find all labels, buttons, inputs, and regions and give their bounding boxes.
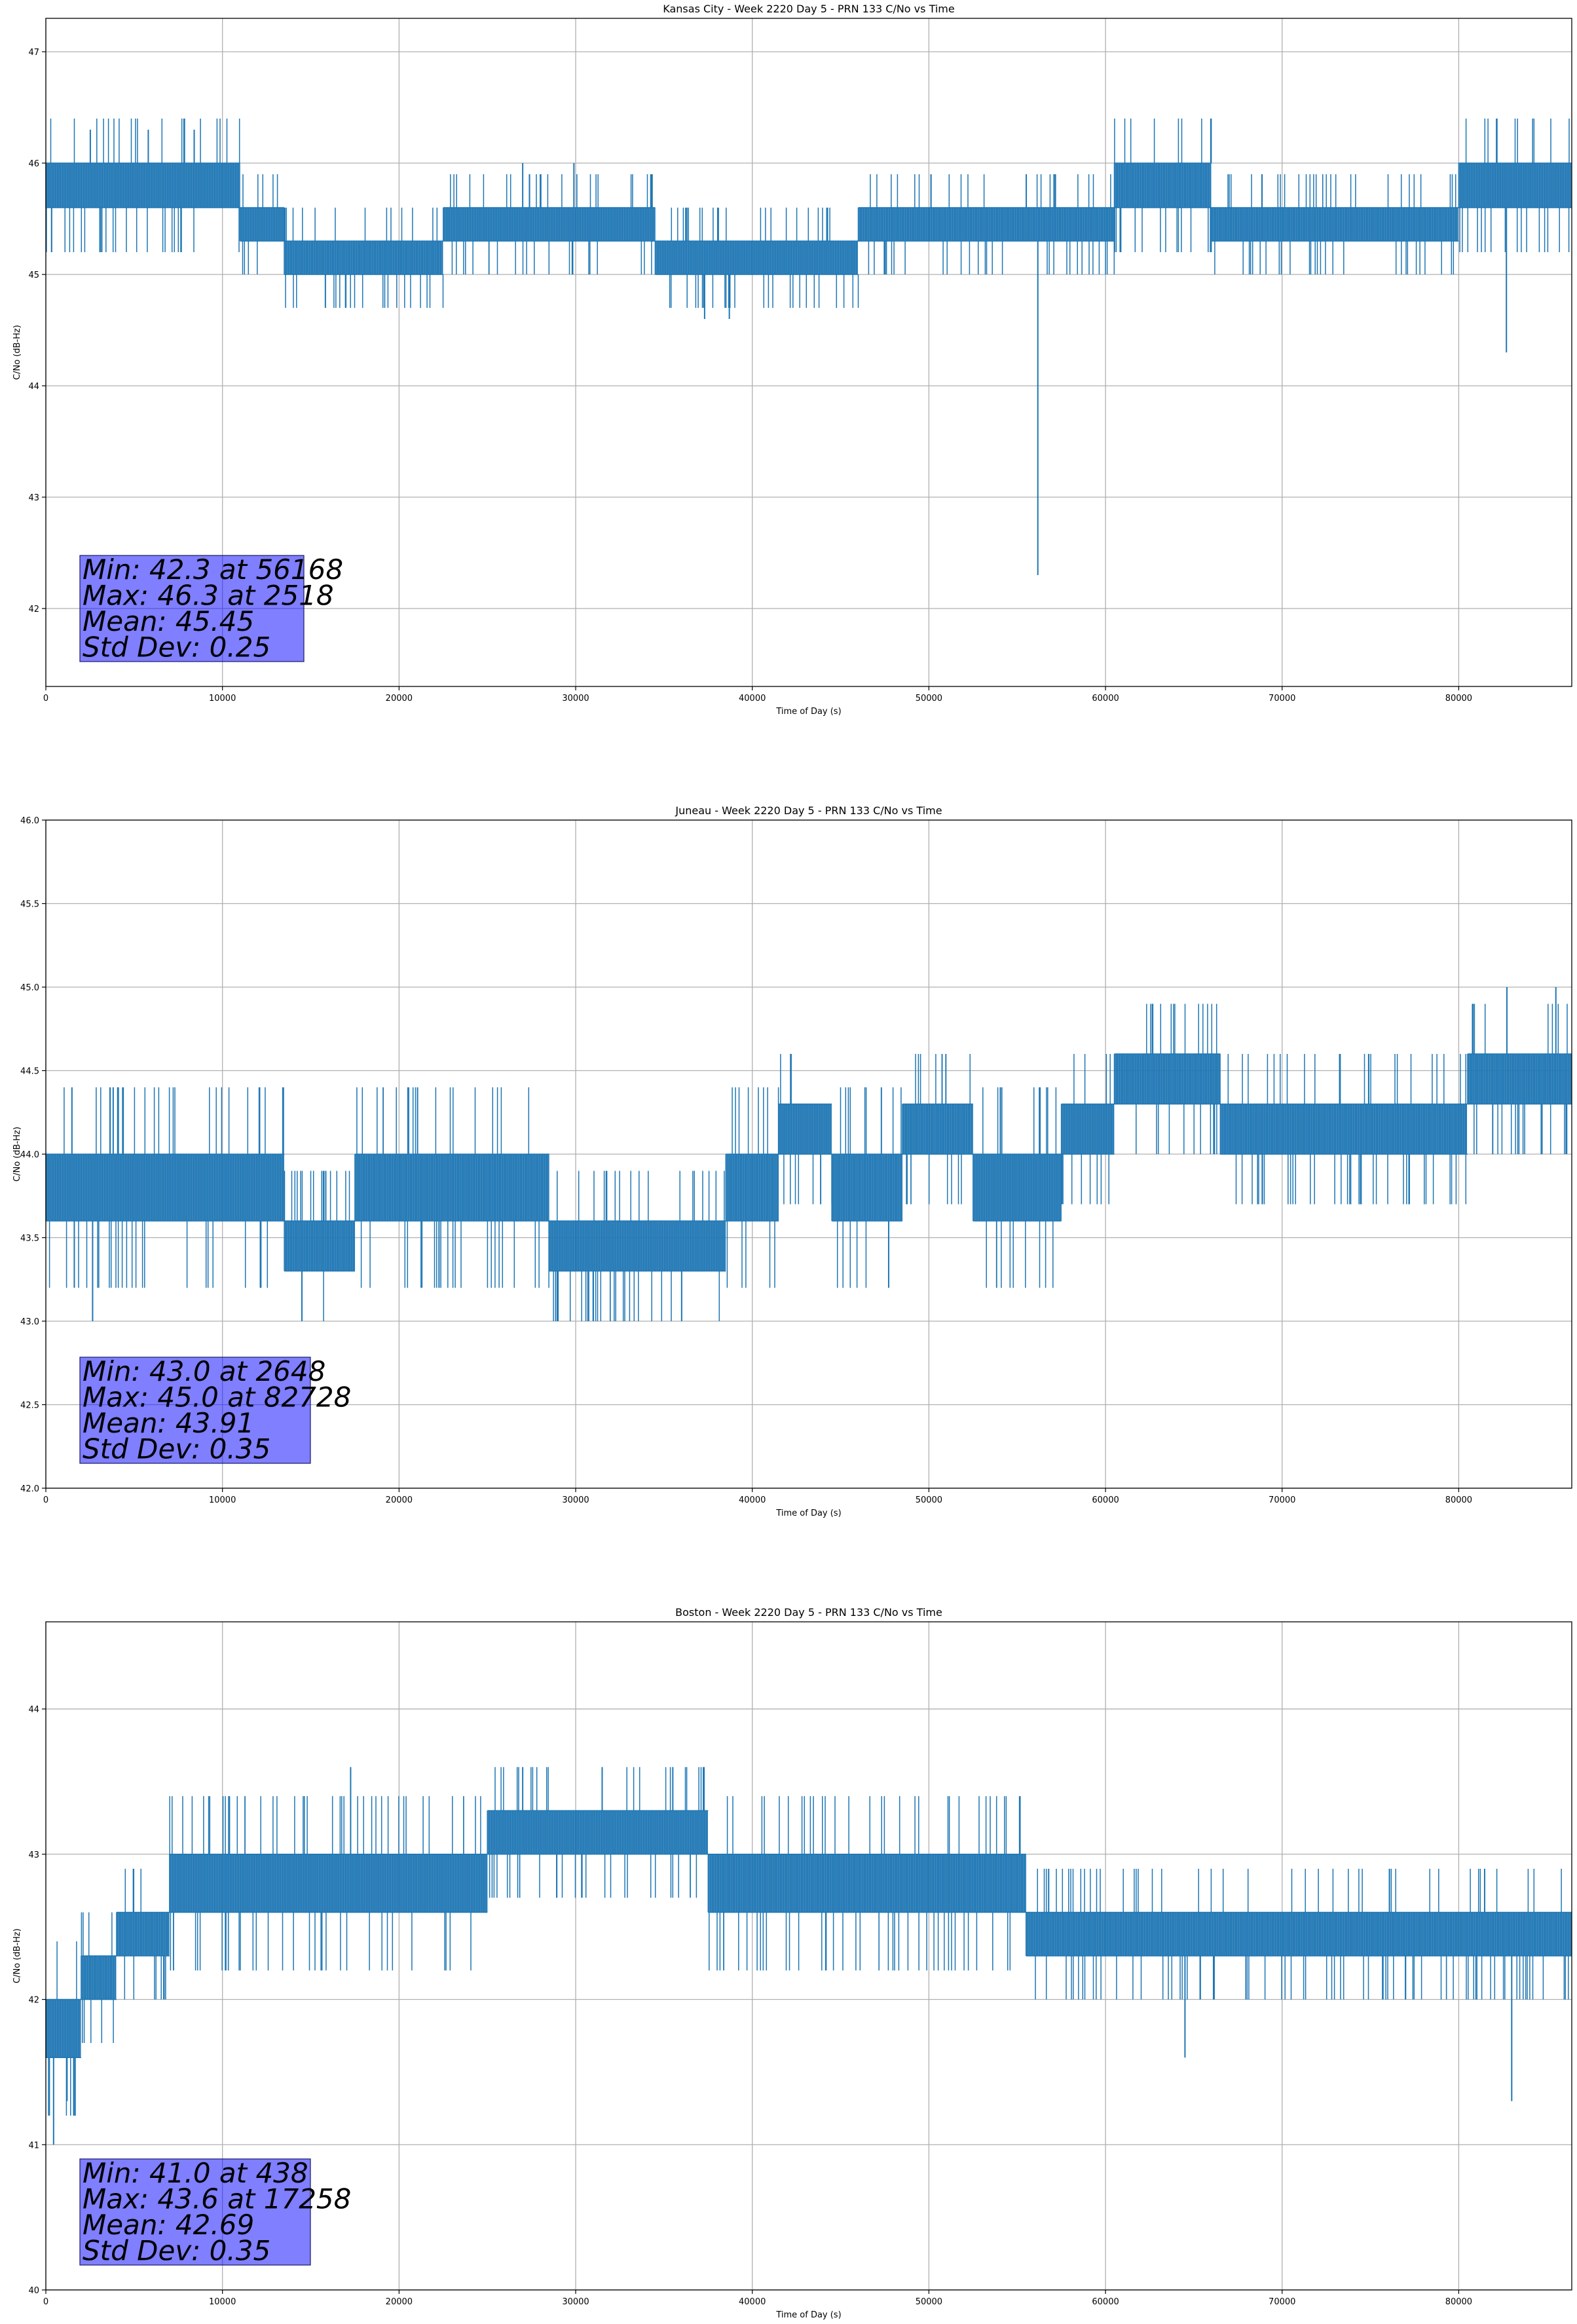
x-tick-label: 70000 [1269,1495,1295,1505]
x-tick-label: 0 [43,694,48,703]
stats-box-background [79,2158,311,2266]
y-tick-label: 42 [28,605,39,614]
x-tick-label: 50000 [916,694,942,703]
y-tick-label: 46 [28,159,39,169]
y-tick-label: 45 [28,271,39,280]
x-tick-label: 80000 [1445,1495,1472,1505]
cno-series-line [45,1767,1572,2116]
y-tick-label: 40 [28,2286,39,2296]
x-tick-label: 40000 [739,2297,766,2307]
y-axis-label: C/No (dB-Hz) [12,1928,22,1983]
stats-box-background [79,555,305,662]
x-tick-label: 30000 [562,694,589,703]
x-axis-label: Time of Day (s) [775,1509,841,1518]
x-tick-label: 60000 [1092,2297,1119,2307]
y-tick-label: 42.0 [20,1484,39,1494]
y-axis-label: C/No (dB-Hz) [12,1127,22,1182]
y-tick-label: 42.5 [20,1401,39,1411]
stats-min-text: Min: 42.3 at 56168 [83,553,343,586]
stats-std-text: Std Dev: 0.35 [83,2235,270,2267]
x-tick-label: 20000 [386,2297,413,2307]
chart-panel: 0 10000 20000 30000 40000 50000 60000 70000 8000… [12,1606,1572,2320]
y-tick-label: 43.0 [20,1317,39,1327]
stats-max-text: Max: 43.6 at 17258 [83,2183,351,2215]
y-tick-label: 44.5 [20,1067,39,1077]
x-tick-label: 70000 [1269,2297,1295,2307]
y-axis-label: C/No (dB-Hz) [12,325,22,380]
x-tick-label: 60000 [1092,694,1119,703]
y-tick-label: 43 [28,1850,39,1860]
stats-mean-text: Mean: 42.69 [83,2209,254,2241]
y-tick-label: 41 [28,2141,39,2150]
chart-panel: 0 10000 20000 30000 40000 50000 60000 70000 8000… [12,3,1572,717]
y-tick-label: 43 [28,493,39,503]
y-tick-label: 44 [28,382,39,392]
y-tick-label: 44 [28,1705,39,1715]
chart-title: Boston - Week 2220 Day 5 - PRN 133 C/No … [675,1606,942,1619]
y-tick-label: 43.5 [20,1234,39,1244]
y-tick-label: 45.5 [20,900,39,910]
x-tick-label: 80000 [1445,2297,1472,2307]
y-tick-label: 42 [28,1996,39,2006]
x-tick-label: 20000 [386,694,413,703]
x-tick-label: 50000 [916,2297,942,2307]
stats-mean-text: Mean: 45.45 [83,605,254,637]
x-tick-label: 40000 [739,1495,766,1505]
x-axis-label: Time of Day (s) [775,2310,841,2320]
x-tick-label: 10000 [209,1495,236,1505]
stats-mean-text: Mean: 43.91 [83,1407,254,1439]
x-tick-label: 0 [43,1495,48,1505]
plot-frame [45,1621,1572,2291]
x-tick-label: 40000 [739,694,766,703]
cno-series-line [45,119,1572,308]
x-tick-label: 50000 [916,1495,942,1505]
stats-max-text: Max: 46.3 at 2518 [83,580,334,612]
x-tick-label: 10000 [209,694,236,703]
x-tick-label: 20000 [386,1495,413,1505]
x-tick-label: 0 [43,2297,48,2307]
x-tick-label: 30000 [562,2297,589,2307]
y-tick-label: 47 [28,48,39,58]
x-tick-label: 30000 [562,1495,589,1505]
stats-max-text: Max: 45.0 at 82728 [83,1381,351,1414]
chart-title: Kansas City - Week 2220 Day 5 - PRN 133 … [663,3,954,15]
y-tick-label: 46.0 [20,816,39,826]
stats-std-text: Std Dev: 0.25 [83,631,270,664]
chart-panel: 0 10000 20000 30000 40000 50000 60000 70000 8000… [12,804,1572,1518]
y-tick-label: 44.0 [20,1150,39,1160]
chart-title: Juneau - Week 2220 Day 5 - PRN 133 C/No … [675,804,942,817]
stats-box-background [79,1357,311,1464]
x-tick-label: 60000 [1092,1495,1119,1505]
x-axis-label: Time of Day (s) [775,707,841,717]
cno-series-line [45,1003,1572,1321]
stats-min-text: Min: 41.0 at 438 [83,2157,308,2189]
y-tick-label: 45.0 [20,983,39,993]
stats-std-text: Std Dev: 0.35 [83,1433,270,1465]
x-tick-label: 80000 [1445,694,1472,703]
stats-min-text: Min: 43.0 at 2648 [83,1355,325,1387]
x-tick-label: 10000 [209,2297,236,2307]
x-tick-label: 70000 [1269,694,1295,703]
plot-frame [45,18,1572,687]
